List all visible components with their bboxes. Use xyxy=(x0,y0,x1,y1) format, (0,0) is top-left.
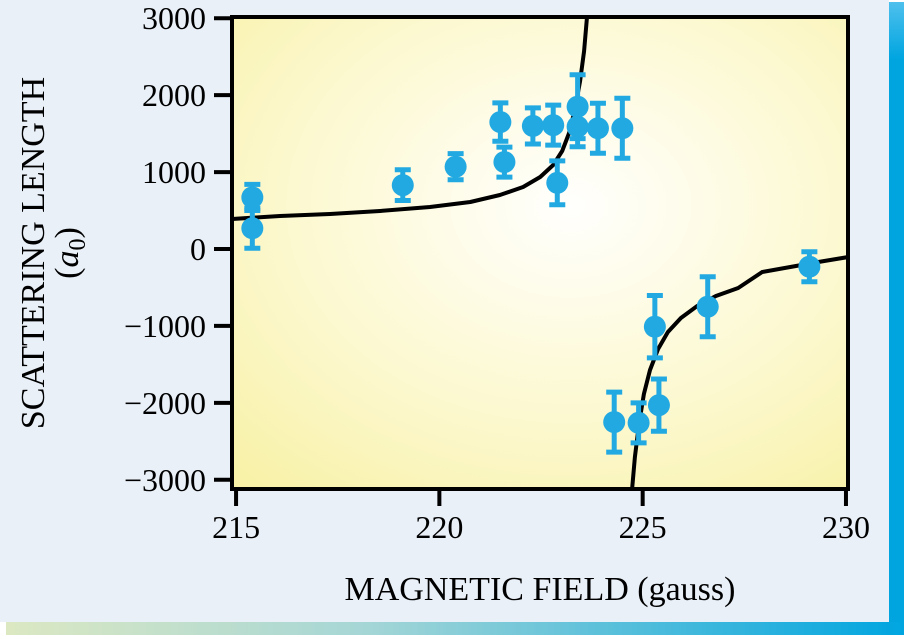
data-point xyxy=(611,95,634,161)
data-point xyxy=(546,158,569,208)
data-point xyxy=(521,105,544,147)
data-point xyxy=(391,167,414,204)
data-point-marker xyxy=(566,115,589,138)
data-point-marker xyxy=(542,114,565,137)
data-point xyxy=(489,100,512,144)
y-axis-unit-prefix: ( xyxy=(49,268,86,279)
x-tick-label: 220 xyxy=(415,509,463,545)
data-point xyxy=(566,104,589,150)
data-point xyxy=(493,144,516,180)
data-point xyxy=(241,205,264,251)
y-axis-unit-suffix: ) xyxy=(49,227,86,238)
data-point-marker xyxy=(546,171,569,194)
data-point xyxy=(542,102,565,148)
data-point xyxy=(444,151,467,183)
data-point-marker xyxy=(647,394,670,417)
y-tick-label: −3000 xyxy=(124,462,206,498)
y-tick-label: 2000 xyxy=(142,77,206,113)
x-tick-label: 225 xyxy=(619,509,667,545)
data-point-marker xyxy=(444,155,467,178)
data-point-marker xyxy=(493,151,516,174)
data-point-marker xyxy=(627,411,650,434)
data-point-marker xyxy=(521,114,544,137)
y-axis-unit-subscript: 0 xyxy=(65,239,91,251)
right-accent-bar xyxy=(889,2,904,635)
data-point-marker xyxy=(603,411,626,434)
data-point xyxy=(603,389,626,455)
data-point-marker xyxy=(391,174,414,197)
data-point xyxy=(647,376,670,434)
data-point-marker xyxy=(586,117,609,140)
data-point-marker xyxy=(696,295,719,318)
y-axis-title: SCATTERING LENGTH xyxy=(15,77,52,429)
y-tick-label: 1000 xyxy=(142,154,206,190)
data-points xyxy=(241,72,821,455)
data-point xyxy=(627,400,650,446)
data-point xyxy=(586,100,609,156)
x-axis-title: MAGNETIC FIELD (gauss) xyxy=(345,571,736,608)
plot-area xyxy=(232,17,848,489)
data-point-marker xyxy=(241,186,264,209)
data-point xyxy=(696,274,719,340)
bottom-accent-bar xyxy=(6,622,904,635)
y-tick-label: −2000 xyxy=(124,385,206,421)
y-axis-unit: (a0) xyxy=(49,227,91,279)
plot-border xyxy=(230,15,850,491)
data-point-marker xyxy=(489,111,512,134)
data-point-marker xyxy=(798,255,821,278)
data-point xyxy=(643,293,666,361)
y-axis-unit-symbol: a xyxy=(49,251,86,268)
x-axis-ticks: 215 220 225 230 xyxy=(212,489,870,545)
x-tick-label: 230 xyxy=(822,509,870,545)
data-point-marker xyxy=(643,315,666,338)
data-point-marker xyxy=(611,117,634,140)
y-tick-label: 0 xyxy=(190,231,206,267)
data-point xyxy=(798,249,821,285)
y-tick-label: −1000 xyxy=(124,308,206,344)
y-tick-label: 3000 xyxy=(142,0,206,36)
x-tick-label: 215 xyxy=(212,509,260,545)
data-point-marker xyxy=(241,217,264,240)
y-axis-ticks: 3000 2000 1000 0 −1000 −2000 −3000 xyxy=(124,0,232,498)
